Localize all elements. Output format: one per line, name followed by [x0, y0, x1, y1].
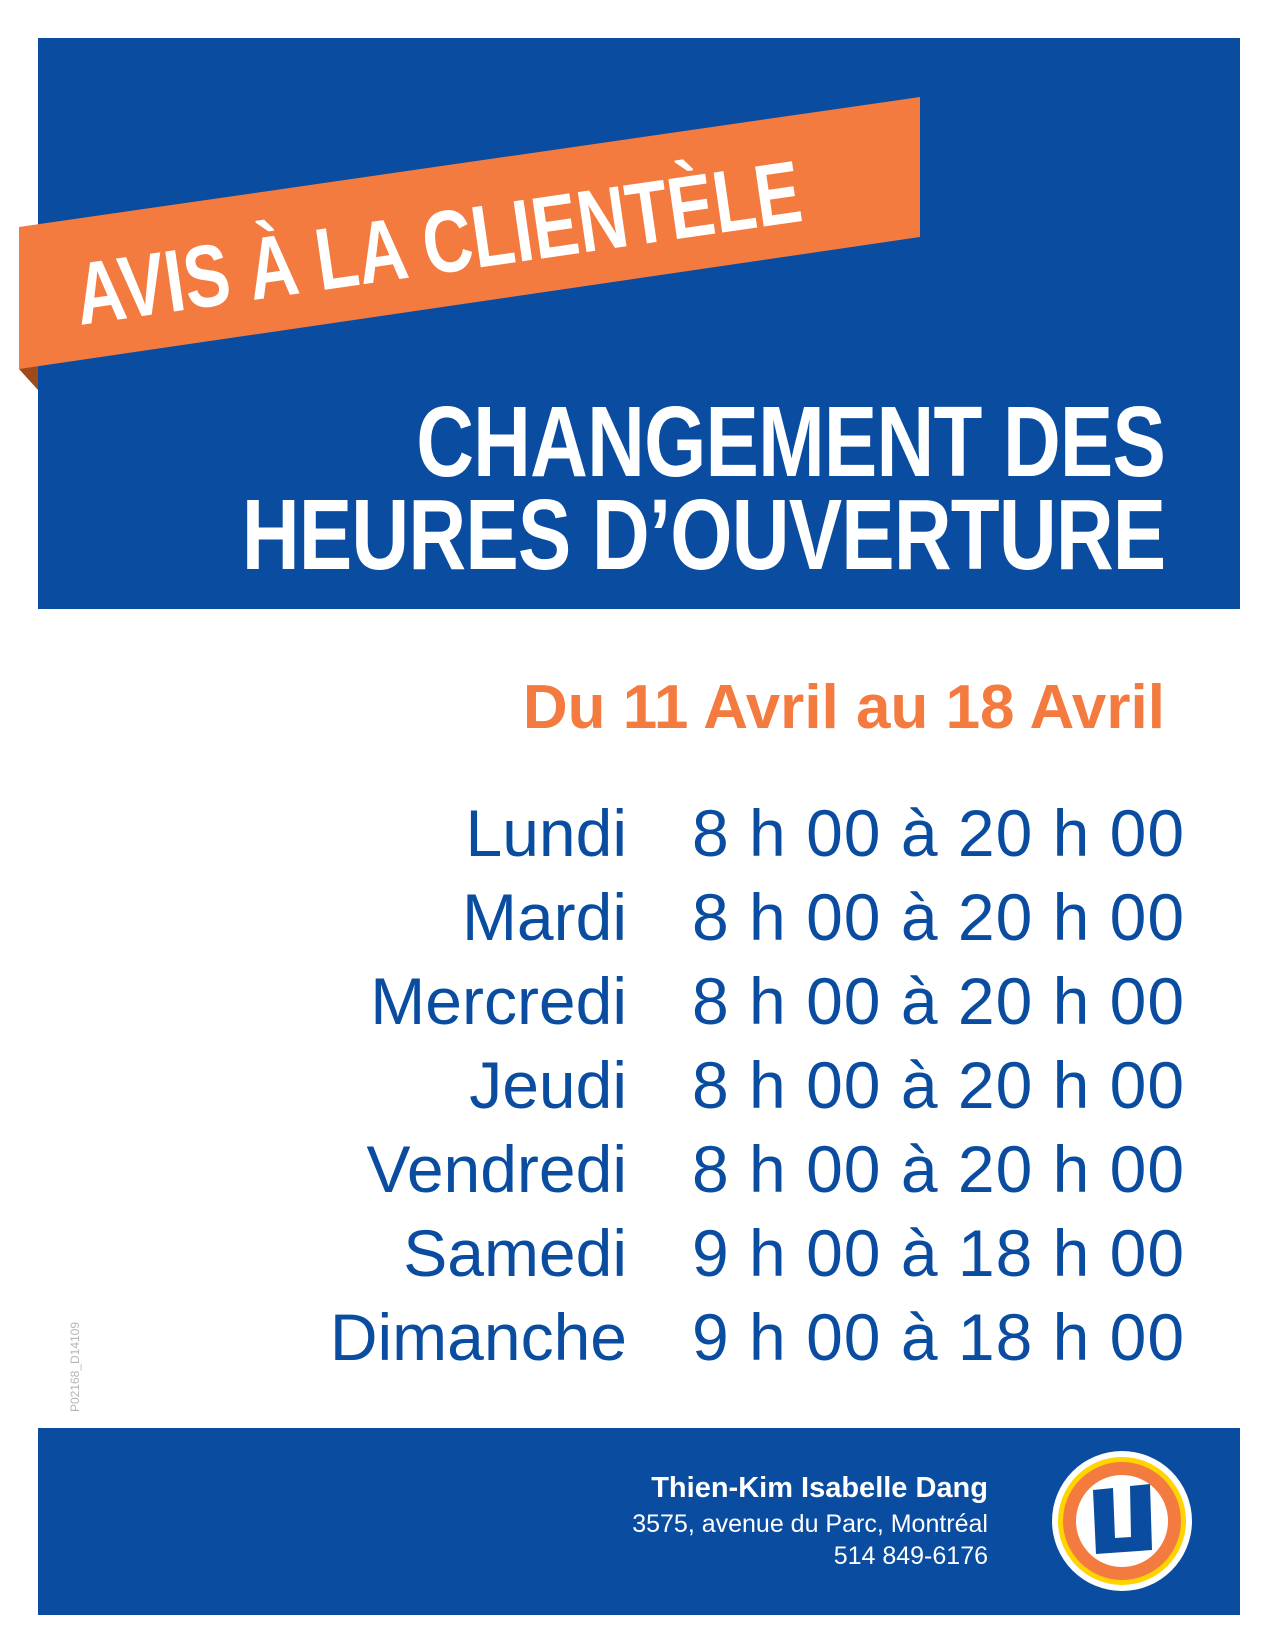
title-line-1: CHANGEMENT DES — [416, 386, 1166, 498]
schedule-row: Lundi 8 h 00 à 20 h 00 — [0, 795, 1275, 879]
hours-value: 9 h 00 à 18 h 00 — [692, 1216, 1186, 1290]
store-address: 3575, avenue du Parc, Montréal — [632, 1510, 988, 1538]
store-phone: 514 849-6176 — [833, 1542, 988, 1570]
notice-ribbon: AVIS À LA CLIENTÈLE — [19, 97, 920, 390]
day-label: Mardi — [461, 880, 627, 954]
hours-value: 8 h 00 à 20 h 00 — [692, 1132, 1186, 1206]
day-label: Dimanche — [329, 1300, 627, 1374]
day-label: Jeudi — [469, 1048, 627, 1122]
document-code: P02168_D14109 — [68, 1321, 83, 1413]
store-owner-name: Thien-Kim Isabelle Dang — [651, 1472, 988, 1504]
uniprix-logo — [1052, 1451, 1192, 1591]
day-label: Mercredi — [370, 964, 627, 1038]
hours-value: 8 h 00 à 20 h 00 — [692, 880, 1186, 954]
day-label: Samedi — [403, 1216, 627, 1290]
hours-value: 9 h 00 à 18 h 00 — [692, 1300, 1186, 1374]
date-range: Du 11 Avril au 18 Avril — [522, 673, 1165, 742]
hours-value: 8 h 00 à 20 h 00 — [692, 796, 1186, 870]
schedule-row: Samedi 9 h 00 à 18 h 00 — [0, 1215, 1275, 1299]
schedule-row: Mardi 8 h 00 à 20 h 00 — [0, 879, 1275, 963]
day-label: Vendredi — [366, 1132, 627, 1206]
hours-value: 8 h 00 à 20 h 00 — [692, 1048, 1186, 1122]
title-line-2: HEURES D’OUVERTURE — [241, 479, 1166, 591]
schedule-row: Mercredi 8 h 00 à 20 h 00 — [0, 963, 1275, 1047]
day-label: Lundi — [465, 796, 628, 870]
store-footer: Thien-Kim Isabelle Dang 3575, avenue du … — [38, 1428, 1240, 1615]
schedule-row: Jeudi 8 h 00 à 20 h 00 — [0, 1047, 1275, 1131]
schedule-row: Dimanche 9 h 00 à 18 h 00 — [0, 1299, 1275, 1383]
hours-value: 8 h 00 à 20 h 00 — [692, 964, 1186, 1038]
schedule-row: Vendredi 8 h 00 à 20 h 00 — [0, 1131, 1275, 1215]
